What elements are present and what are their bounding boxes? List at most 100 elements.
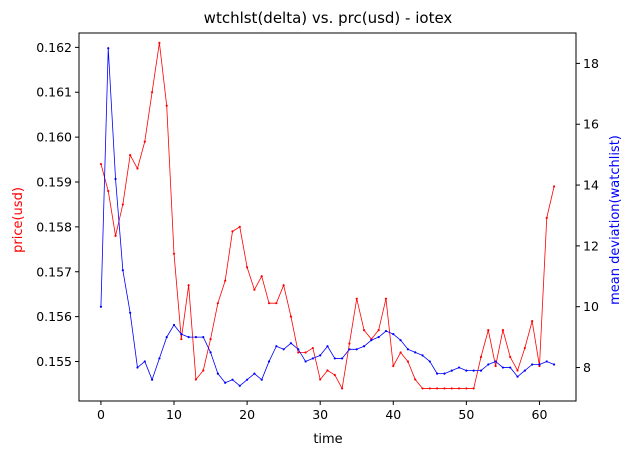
watchlist-data-point <box>355 348 358 351</box>
price-data-point <box>333 373 336 377</box>
right-y-tick-label: 16 <box>583 117 599 132</box>
axes-layer: 0 10 20 30 40 50 60 0.155 0.156 0.157 0.158 0.159 0.… <box>36 32 599 422</box>
left-y-tick-label: 0.158 <box>36 219 72 234</box>
price-data-point <box>326 369 329 372</box>
price-data-point <box>487 328 490 332</box>
price-data-point <box>238 225 241 228</box>
right-y-tick-label: 8 <box>583 360 591 375</box>
right-y-tick-label: 18 <box>583 56 599 71</box>
right-y-tick-label: 12 <box>583 238 599 253</box>
price-data-point <box>297 351 300 354</box>
chart-title: wtchlst(delta) vs. prc(usd) - iotex <box>204 9 453 27</box>
watchlist-data-point <box>202 336 205 339</box>
watchlist-data-point <box>516 375 519 378</box>
series-layer <box>99 41 556 390</box>
watchlist-data-point <box>326 345 329 348</box>
watchlist-data-point <box>523 369 526 372</box>
price-data-point <box>289 315 293 318</box>
price-data-point <box>311 346 314 350</box>
price-data-point <box>348 342 351 345</box>
left-y-tick-label: 0.162 <box>36 40 72 55</box>
watchlist-data-point <box>392 332 395 336</box>
watchlist-data-point <box>99 305 103 308</box>
watchlist-data-point <box>297 348 300 351</box>
watchlist-data-point <box>443 372 446 375</box>
watchlist-data-point <box>282 348 285 351</box>
watchlist-data-point <box>129 311 132 314</box>
price-data-point <box>501 328 505 332</box>
price-data-point <box>253 288 256 291</box>
price-data-point <box>465 387 468 390</box>
watchlist-data-point <box>501 366 505 369</box>
right-y-axis-title: mean deviation(watchlist) <box>608 135 623 305</box>
watchlist-data-point <box>436 372 439 375</box>
left-y-tick-label: 0.161 <box>36 85 72 100</box>
watchlist-data-point <box>267 360 271 363</box>
watchlist-data-point <box>399 339 402 342</box>
price-data-point <box>319 378 322 381</box>
watchlist-data-point <box>494 360 497 363</box>
left-y-tick-label: 0.160 <box>36 130 72 145</box>
price-data-point <box>107 189 110 193</box>
price-data-point <box>399 351 402 354</box>
price-data-point <box>384 297 388 300</box>
price-data-point <box>362 328 366 332</box>
price-data-point <box>275 302 278 305</box>
watchlist-data-point <box>450 369 453 372</box>
price-data-point <box>414 378 417 381</box>
price-data-point <box>114 234 117 237</box>
watchlist-data-point <box>545 360 548 363</box>
watchlist-data-point <box>370 339 373 342</box>
price-data-point <box>194 378 198 381</box>
price-data-point <box>428 387 431 390</box>
price-data-point <box>202 369 205 372</box>
left-y-tick-label: 0.159 <box>36 174 72 189</box>
x-tick-label: 50 <box>458 407 474 422</box>
watchlist-data-point <box>143 360 146 363</box>
x-tick-label: 10 <box>166 407 182 422</box>
price-data-point <box>267 302 271 305</box>
watchlist-data-point <box>348 348 351 351</box>
price-data-point <box>224 279 227 282</box>
watchlist-data-point <box>114 177 117 181</box>
price-data-point <box>165 104 168 107</box>
watchlist-data-point <box>421 354 424 357</box>
watchlist-data-point <box>304 360 307 363</box>
watchlist-data-point <box>260 378 263 381</box>
price-data-point <box>552 185 556 188</box>
watchlist-data-point <box>341 357 344 360</box>
watchlist-data-point <box>377 336 380 339</box>
watchlist-data-point <box>479 369 483 372</box>
watchlist-data-point <box>472 369 475 372</box>
watchlist-data-point <box>253 372 256 375</box>
right-y-tick-label: 10 <box>583 299 599 314</box>
watchlist-data-point <box>538 363 541 366</box>
watchlist-data-point <box>187 336 190 339</box>
price-data-point <box>516 369 519 372</box>
watchlist-data-point <box>172 323 176 327</box>
watchlist-data-point <box>231 378 234 381</box>
watchlist-data-point <box>238 384 241 387</box>
price-data-point <box>545 216 548 219</box>
price-data-point <box>216 302 219 305</box>
price-data-point <box>209 337 212 341</box>
x-tick-label: 60 <box>532 407 548 422</box>
price-data-point <box>136 167 139 170</box>
x-tick-label: 0 <box>97 407 105 422</box>
watchlist-data-point <box>180 332 183 336</box>
price-data-point <box>129 153 132 157</box>
watchlist-data-point <box>121 269 124 272</box>
x-axis-title: time <box>313 432 342 447</box>
watchlist-data-point <box>107 47 110 50</box>
watchlist-data-point <box>428 360 431 363</box>
watchlist-data-point <box>246 378 249 381</box>
price-data-point <box>450 387 453 390</box>
watchlist-data-point <box>487 363 490 366</box>
price-data-point <box>392 364 395 368</box>
watchlist-data-point <box>194 336 198 339</box>
price-data-point <box>180 337 183 341</box>
watchlist-data-point <box>289 342 293 345</box>
watchlist-data-point <box>384 329 388 333</box>
watchlist-data-point <box>150 378 154 381</box>
right-y-tick-label: 14 <box>583 178 599 193</box>
